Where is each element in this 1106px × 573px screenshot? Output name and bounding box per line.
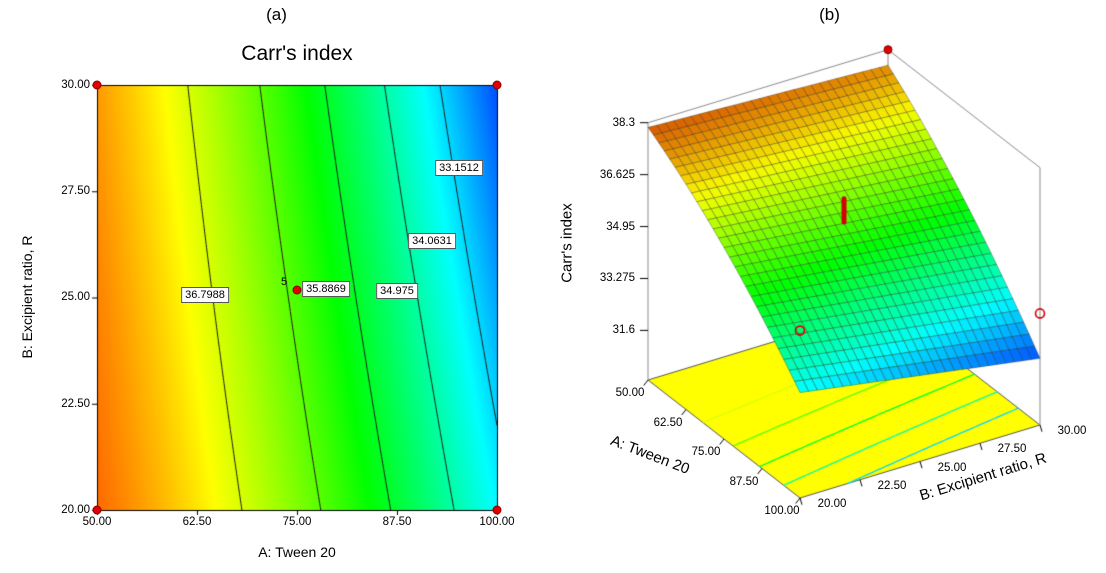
panel-a-x-axis-title: A: Tween 20 (258, 544, 336, 560)
panel-a-tag: (a) (266, 5, 287, 24)
x-tick-label: 50.00 (615, 387, 645, 399)
y-tick-label: 25.00 (61, 291, 90, 303)
x-tick-label: 75.00 (691, 446, 721, 458)
y-tick-label: 22.50 (61, 398, 90, 410)
y-tick-label: 30.00 (1057, 425, 1087, 437)
design-point (492, 80, 502, 90)
x-tick-label: 50.00 (82, 516, 112, 528)
z-tick-label: 38.3 (612, 116, 635, 129)
contour-value-label: 34.0631 (408, 233, 456, 249)
panel-a-contour: (a) Carr's index B: Excipient ratio, R A… (0, 0, 553, 573)
x-tick-label: 100.00 (479, 516, 515, 528)
x-tick-label: 100.00 (764, 505, 800, 517)
y-tick-label: 25.00 (937, 461, 967, 474)
x-tick-label: 62.50 (182, 516, 212, 528)
surface-plot-canvas (553, 0, 1106, 573)
design-point (492, 505, 502, 515)
contour-value-label: 33.1512 (435, 160, 483, 176)
y-tick-label: 20.00 (817, 498, 847, 510)
contour-value-label: 36.7988 (181, 287, 229, 303)
design-point (92, 505, 102, 515)
panel-a-title: Carr's index (241, 42, 353, 65)
z-tick-label: 34.95 (606, 220, 635, 233)
panel-b-z-axis-title: Carr's index (558, 203, 576, 283)
design-point (92, 80, 102, 90)
z-tick-label: 31.6 (612, 324, 635, 337)
panel-b-tag: (b) (819, 5, 840, 24)
contour-value-label: 34.975 (376, 283, 418, 299)
x-tick-label: 87.50 (729, 475, 759, 488)
center-point-count: 5 (281, 276, 288, 288)
contour-value-label: 35.8869 (302, 281, 350, 297)
x-tick-label: 87.50 (382, 516, 412, 528)
design-point-center (292, 285, 302, 295)
y-tick-label: 22.50 (877, 479, 907, 492)
y-tick-label: 30.00 (61, 79, 90, 91)
y-tick-label: 20.00 (61, 504, 90, 516)
y-tick-label: 27.50 (997, 443, 1027, 456)
panel-b-surface: (b) Carr's index A: Tween 20 B: Excipien… (553, 0, 1106, 573)
contour-plot-canvas (0, 0, 553, 573)
y-tick-label: 27.50 (61, 185, 90, 197)
x-tick-label: 75.00 (282, 516, 312, 528)
z-tick-label: 36.625 (599, 168, 635, 181)
panel-a-y-axis-title: B: Excipient ratio, R (19, 235, 35, 359)
z-tick-label: 33.275 (599, 272, 635, 285)
x-tick-label: 62.50 (653, 416, 683, 429)
